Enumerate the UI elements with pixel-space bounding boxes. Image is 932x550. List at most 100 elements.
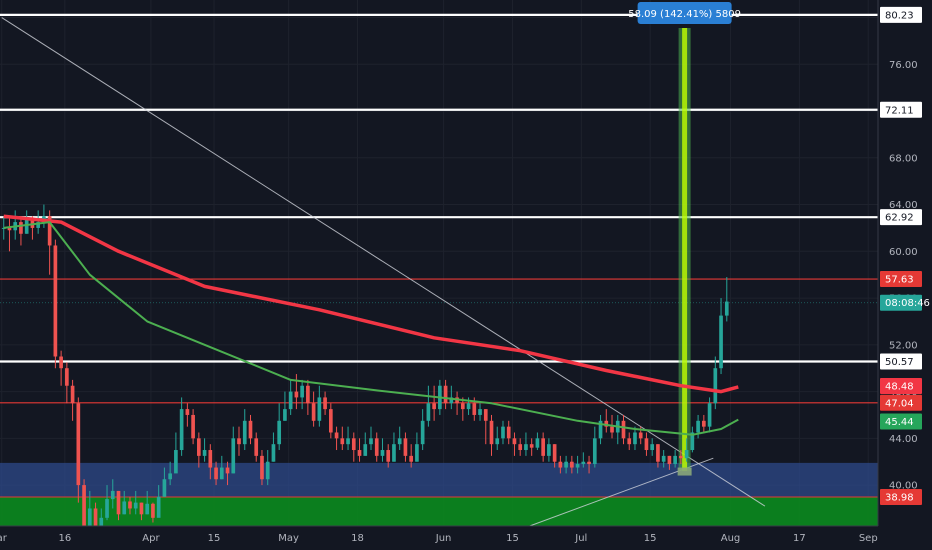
candle-body	[242, 420, 247, 445]
measure-tool	[677, 28, 692, 476]
candle-body	[506, 426, 511, 439]
candle-body	[374, 438, 379, 456]
candle-body	[547, 444, 551, 456]
candle-body	[311, 403, 316, 421]
candle-body	[116, 490, 121, 515]
candle-body	[627, 438, 632, 445]
candle-body	[719, 315, 723, 369]
candle-body	[524, 444, 528, 451]
candle-body	[24, 218, 29, 234]
candle-body	[323, 397, 327, 410]
candle-body	[122, 501, 127, 515]
candle-body	[99, 517, 104, 526]
indicator-tag-text: 45.44	[885, 417, 914, 428]
candle-body	[552, 444, 557, 462]
candle-body	[701, 420, 706, 427]
time-tick-label: Jul	[574, 533, 587, 544]
candle-body	[47, 216, 52, 246]
candle-body	[724, 301, 729, 316]
level-tag-text: 80.23	[885, 10, 914, 21]
candle-body	[185, 409, 190, 415]
price-tags: 80.23 72.11 62.92 57.63 50.57 47.04 38.98 48.48…	[880, 6, 930, 506]
candle-body	[409, 455, 414, 462]
candle-body	[346, 438, 350, 445]
indicator-tag-bg	[880, 377, 922, 394]
level-tag-bg	[880, 353, 922, 370]
time-tick-label: Sep	[859, 533, 878, 544]
level-tag-text: 57.63	[885, 275, 914, 286]
level-tag-text: 50.57	[885, 357, 914, 368]
time-tick-label: 18	[351, 533, 364, 544]
price-zone	[0, 462, 878, 498]
candle-body	[7, 227, 12, 231]
candle-body	[87, 508, 92, 526]
candle-body	[684, 450, 689, 459]
candle-body	[610, 426, 614, 433]
candle-body	[351, 438, 356, 451]
candle-body	[644, 438, 649, 451]
price-tick-label: 60.00	[889, 247, 918, 258]
candle-body	[592, 438, 597, 465]
time-tick-label: Jun	[435, 533, 452, 544]
time-tick-label: 16	[58, 533, 71, 544]
time-tick-label: Apr	[142, 533, 160, 544]
candle-body	[168, 473, 172, 480]
candle-body	[581, 461, 586, 465]
candle-body	[472, 403, 477, 415]
horizontal-levels	[0, 13, 878, 498]
candle-body	[512, 438, 517, 445]
time-tick-label: ar	[0, 533, 8, 544]
level-tag-bg	[880, 209, 922, 226]
candle-body	[271, 444, 276, 462]
time-tick-label: Aug	[721, 533, 741, 544]
candle-body	[575, 464, 580, 468]
candle-body	[529, 444, 534, 448]
candle-body	[145, 503, 150, 515]
candle-body	[558, 461, 563, 468]
candle-body	[443, 385, 448, 404]
time-axis[interactable]: ar 16 Apr 15 May 18 Jun 15 Jul 15 Aug 17 Sep	[0, 533, 878, 544]
candle-body	[317, 397, 322, 421]
candle-body	[133, 502, 138, 509]
candle-body	[604, 420, 609, 427]
level-tag-text: 38.98	[885, 493, 914, 504]
candle-body	[300, 385, 304, 398]
candle-body	[403, 438, 408, 456]
candle-body	[426, 403, 431, 421]
candle-body	[518, 444, 523, 451]
candle-body	[139, 502, 144, 515]
candle-body	[214, 467, 218, 480]
price-tick-label: 68.00	[889, 153, 918, 164]
candle-body	[70, 385, 75, 404]
candle-body	[76, 403, 81, 486]
level-tag-text: 62.92	[885, 213, 914, 224]
price-tick-label: 40.00	[889, 481, 918, 492]
candle-body	[633, 432, 637, 445]
candle-body	[1, 227, 6, 229]
candle-body	[679, 455, 683, 459]
candle-body	[225, 467, 230, 474]
candle-body	[231, 438, 236, 474]
candle-body	[254, 438, 259, 456]
time-tick-label: 17	[793, 533, 806, 544]
measure-label-bg	[637, 2, 732, 24]
candle-body	[219, 467, 224, 480]
candle-body	[128, 501, 132, 509]
candle-body	[667, 455, 672, 465]
candle-body	[501, 426, 505, 439]
candle-body	[564, 461, 568, 468]
measure-base	[677, 467, 692, 476]
candle-body	[151, 503, 155, 518]
candle-body	[93, 508, 98, 526]
candle-body	[340, 438, 345, 445]
candle-body	[59, 356, 63, 369]
grid-lines	[0, 0, 878, 526]
candle-body	[397, 438, 402, 445]
countdown-tag-bg	[880, 294, 922, 311]
price-tick-label: 76.00	[889, 60, 918, 71]
candle-body	[197, 438, 201, 456]
candle-body	[174, 450, 178, 474]
price-tick-label: 52.00	[889, 340, 918, 351]
